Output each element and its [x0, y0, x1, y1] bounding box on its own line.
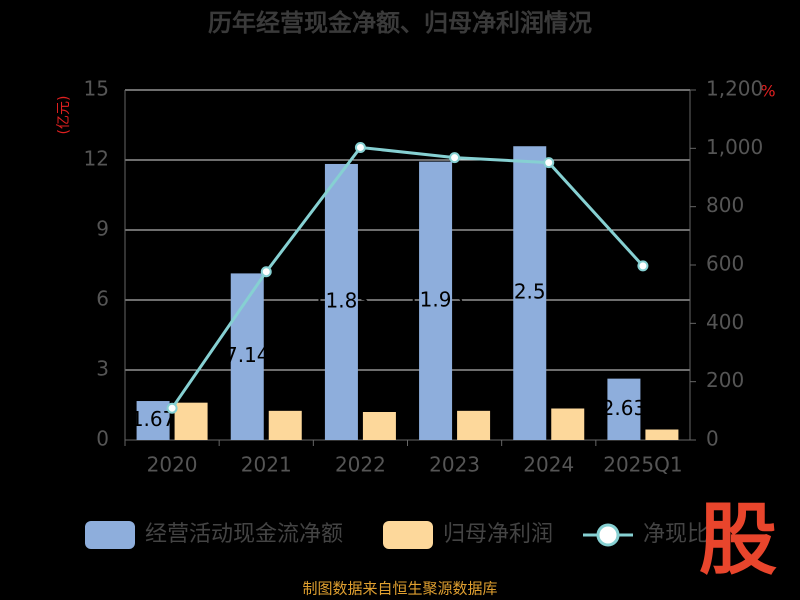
- x-tick-label: 2021: [241, 453, 292, 477]
- y2-tick-label: 600: [706, 252, 744, 276]
- line-marker: [449, 152, 461, 164]
- bar: [419, 161, 453, 440]
- bar: [362, 412, 396, 440]
- y-tick-label: 12: [84, 147, 109, 171]
- legend-label: 归母净利润: [443, 522, 553, 547]
- bar: [324, 163, 358, 440]
- y-tick-label: 3: [96, 357, 109, 381]
- bar: [136, 401, 170, 440]
- legend-label: 净现比: [643, 522, 709, 547]
- line-marker: [354, 141, 366, 153]
- data-label: 11.93: [407, 287, 464, 311]
- x-tick-label: 2020: [147, 453, 198, 477]
- y2-tick-label: 1,200: [706, 77, 763, 101]
- line-marker: [260, 266, 272, 278]
- data-label: 11.83: [313, 288, 370, 312]
- legend-swatch: [383, 521, 433, 549]
- bar: [174, 402, 208, 440]
- line: [170, 145, 645, 410]
- y-tick-label: 9: [96, 217, 109, 241]
- line-marker: [543, 157, 555, 169]
- footer: 制图数据来自恒生聚源数据库: [302, 580, 497, 598]
- y2-tick-label: 200: [706, 368, 744, 392]
- y-tick-label: 6: [96, 287, 109, 311]
- bar: [551, 408, 585, 440]
- y-axis-label: (亿元): [56, 96, 72, 135]
- y2-tick-label: 400: [706, 310, 744, 334]
- bar: [457, 410, 491, 440]
- y2-axis-label: %: [760, 82, 775, 101]
- logo: 股: [699, 495, 777, 585]
- data-label: 2.63: [602, 396, 647, 420]
- y2-tick-label: 800: [706, 193, 744, 217]
- legend-swatch: [85, 521, 135, 549]
- y-tick-label: 15: [84, 77, 109, 101]
- x-tick-label: 2022: [335, 453, 386, 477]
- y2-tick-label: 0: [706, 427, 719, 451]
- bar: [607, 378, 641, 440]
- y2-tick-label: 1,000: [706, 135, 763, 159]
- bar: [268, 410, 302, 440]
- x-tick-label: 2025Q1: [603, 453, 682, 477]
- line-marker: [637, 260, 649, 272]
- x-tick-label: 2023: [429, 453, 480, 477]
- data-label: 7.14: [225, 343, 270, 367]
- bar: [513, 146, 547, 440]
- y-tick-label: 0: [96, 427, 109, 451]
- bar: [645, 429, 679, 440]
- line-marker: [166, 402, 178, 414]
- x-tick-label: 2024: [523, 453, 574, 477]
- legend-swatch: [596, 523, 620, 547]
- legend-label: 经营活动现金流净额: [145, 522, 343, 547]
- data-label: 12.59: [501, 280, 558, 304]
- chart-title: 历年经营现金净额、归母净利润情况: [208, 9, 592, 37]
